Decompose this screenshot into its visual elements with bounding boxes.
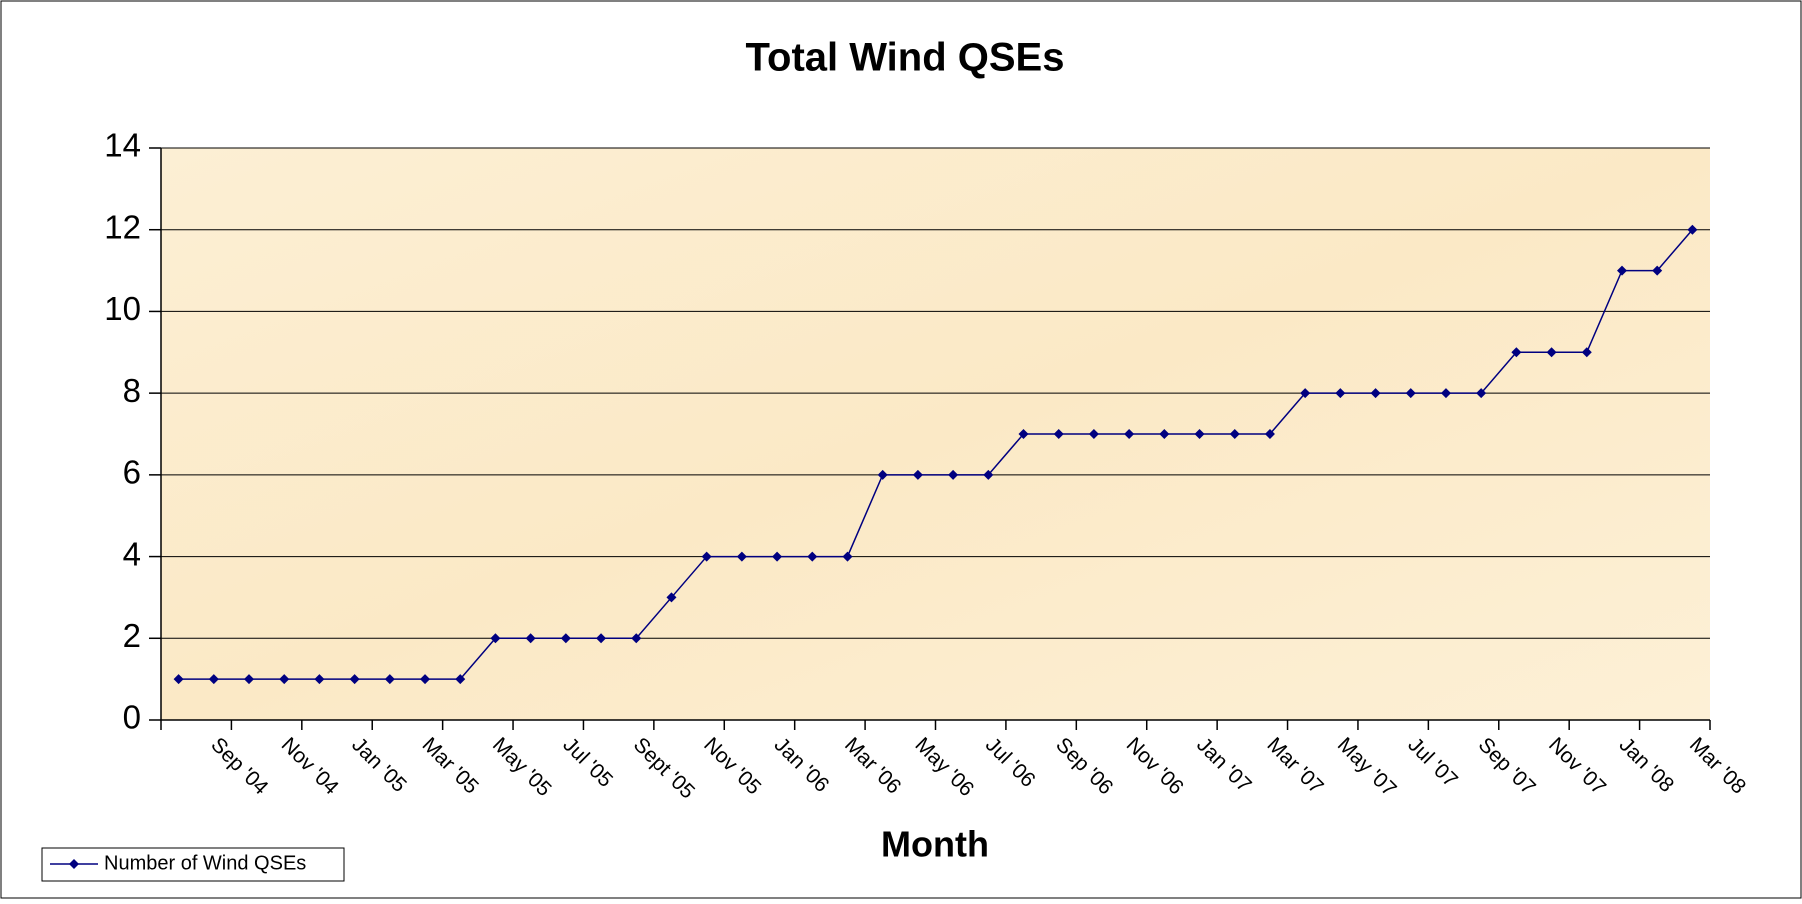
y-tick-label: 12 [104, 208, 141, 245]
data-point [1264, 429, 1275, 439]
data-point [525, 633, 536, 644]
series-line [178, 229, 1693, 680]
data-point [842, 551, 853, 562]
data-point [948, 469, 959, 480]
plot-area [161, 148, 1710, 720]
y-tick-label: 14 [104, 127, 141, 164]
data-point [1124, 429, 1135, 439]
y-tick-label: 10 [104, 290, 141, 327]
data-point [1229, 429, 1240, 439]
data-point [244, 674, 255, 685]
chart-title: Total Wind QSEs [746, 36, 1065, 80]
data-point [912, 469, 923, 480]
data-point [1405, 388, 1416, 399]
data-point [173, 674, 184, 685]
y-tick-label: 8 [123, 372, 141, 409]
data-point [631, 633, 642, 644]
y-tick-label: 6 [123, 454, 141, 491]
data-point [807, 551, 818, 562]
data-point [1687, 224, 1698, 235]
y-tick-label: 2 [123, 617, 141, 654]
data-point [455, 674, 466, 685]
data-point [1511, 347, 1522, 358]
data-point [490, 633, 501, 644]
data-point [1335, 388, 1346, 399]
legend-label: Number of Wind QSEs [104, 852, 306, 874]
data-point [1300, 388, 1311, 399]
data-point [420, 674, 431, 685]
data-point [983, 469, 994, 480]
data-point [1053, 429, 1064, 439]
data-point [1088, 429, 1099, 439]
data-point [736, 551, 747, 562]
data-point [1194, 429, 1205, 439]
data-point [1018, 429, 1029, 439]
data-point [666, 592, 677, 603]
data-point [314, 674, 325, 685]
data-point [1476, 388, 1487, 399]
y-tick-label: 0 [123, 699, 141, 736]
data-point [877, 469, 888, 480]
data-point [596, 633, 607, 644]
data-point [1370, 388, 1381, 399]
data-point [1616, 265, 1627, 276]
data-point [279, 674, 290, 685]
data-point [701, 551, 712, 562]
data-point [349, 674, 360, 685]
data-point [1652, 265, 1663, 276]
data-point [560, 633, 571, 644]
data-point [208, 674, 219, 685]
data-point [1440, 388, 1451, 399]
legend-marker [69, 859, 79, 869]
x-axis-label: Month [881, 824, 989, 865]
data-point [1581, 347, 1592, 358]
data-point [772, 551, 783, 562]
data-point [384, 674, 395, 685]
data-point [1546, 347, 1557, 358]
y-tick-label: 4 [123, 535, 141, 572]
data-point [1159, 429, 1170, 439]
